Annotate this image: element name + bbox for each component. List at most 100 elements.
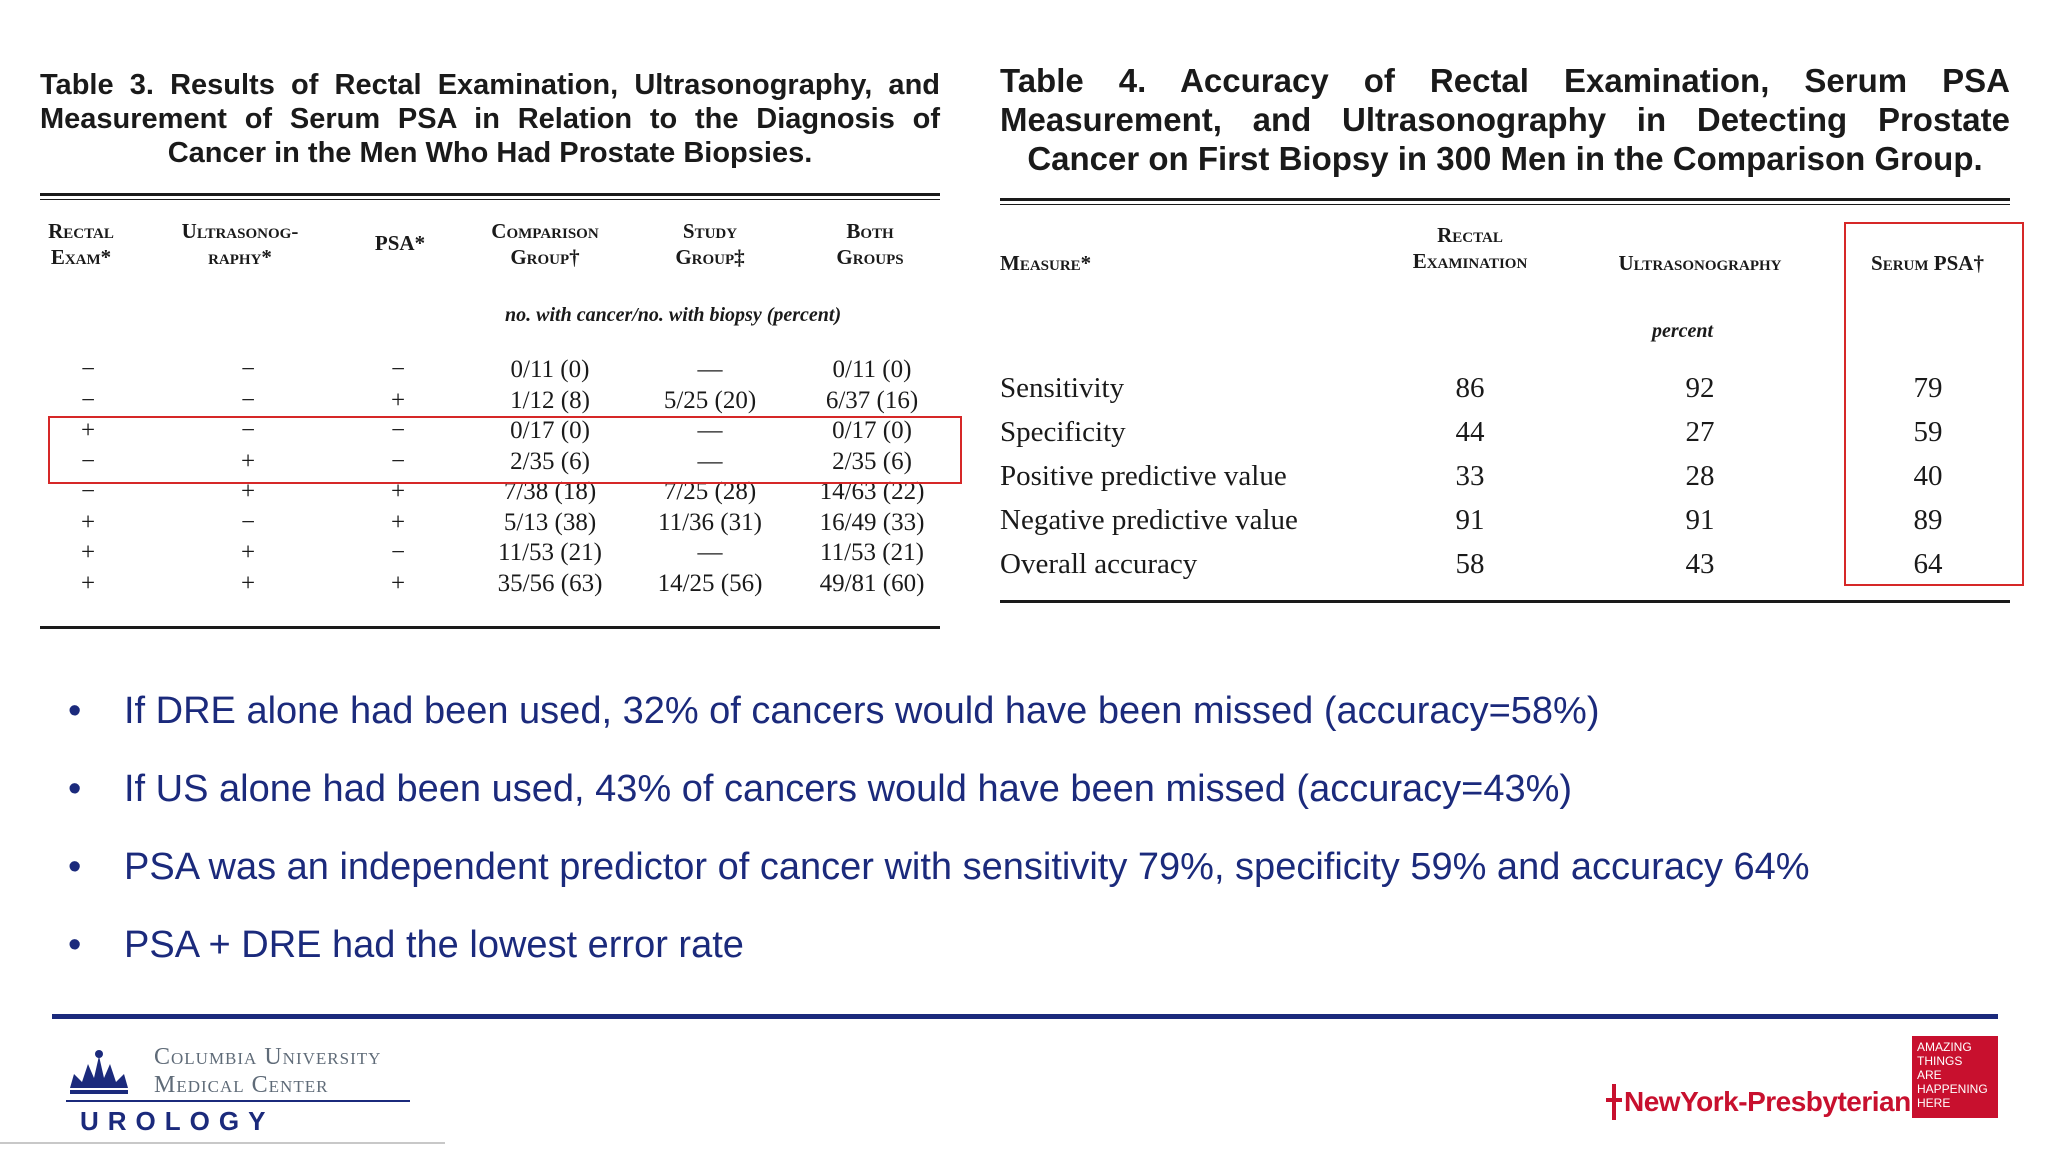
t3-header-study-group: Study Group‡ xyxy=(675,219,745,270)
t4-cell: 92 xyxy=(1685,372,1715,404)
t3-cell: − xyxy=(390,417,406,444)
bullet-text: If DRE alone had been used, 32% of cance… xyxy=(124,690,1600,732)
t3-cell: 5/25 (20) xyxy=(663,386,757,414)
t4-cell: 89 xyxy=(1913,504,1943,536)
bullet-dot: • xyxy=(68,924,82,966)
t3-cell: 2/35 (6) xyxy=(510,447,590,475)
t4-cell: 27 xyxy=(1685,416,1715,448)
t3-cell: + xyxy=(80,417,96,444)
table-4-psa-highlight-box xyxy=(1844,222,2024,586)
table-3-caption: Table 3. Results of Rectal Examination, … xyxy=(40,69,940,170)
bullet-text: If US alone had been used, 43% of cancer… xyxy=(124,768,1573,810)
t3-unit-note: no. with cancer/no. with biopsy (percent… xyxy=(505,304,842,326)
t4-measure-label: Overall accuracy xyxy=(1000,548,1198,580)
t3-cell: − xyxy=(390,356,406,383)
medical-center-text: Medical Center xyxy=(154,1072,329,1098)
t4-cell: 59 xyxy=(1913,416,1943,448)
nyp-logo: NewYork-Presbyterian AMAZING THINGS ARE … xyxy=(1606,1036,2006,1136)
t3-cell: + xyxy=(240,539,256,566)
t4-measure-label: Negative predictive value xyxy=(1000,504,1298,536)
t3-cell: + xyxy=(240,447,256,475)
nyp-badge: AMAZING THINGS ARE HAPPENING HERE xyxy=(1912,1036,1998,1118)
table-3-top-rule-thin xyxy=(40,199,940,200)
t3-cell: — xyxy=(697,539,723,566)
t4-cell: 91 xyxy=(1455,504,1485,536)
t3-header-comparison-group: Comparison Group† xyxy=(491,219,599,270)
columbia-logo: Columbia University Medical Center xyxy=(64,1036,464,1136)
t3-header-psa: PSA* xyxy=(374,231,426,255)
columbia-university-text: Columbia University xyxy=(154,1044,382,1070)
t3-cell: − xyxy=(240,417,256,444)
nyp-badge-line: THINGS xyxy=(1917,1054,1963,1068)
bullet-item: • If US alone had been used, 43% of cance… xyxy=(68,768,1572,811)
t3-cell: − xyxy=(240,508,256,536)
bullet-text: PSA + DRE had the lowest error rate xyxy=(124,924,744,966)
t3-cell: − xyxy=(240,356,256,383)
crown-icon xyxy=(70,1050,128,1094)
nyp-badge-line: HERE xyxy=(1917,1096,1951,1110)
t3-cell: 49/81 (60) xyxy=(819,569,925,597)
t3-cell: − xyxy=(80,386,96,414)
t4-measure-label: Sensitivity xyxy=(1000,372,1125,404)
t4-cell: 58 xyxy=(1455,548,1485,580)
t3-cell: − xyxy=(240,386,256,414)
t3-cell: 5/13 (38) xyxy=(503,508,597,536)
t3-cell: + xyxy=(80,539,96,566)
bullet-text: PSA was an independent predictor of canc… xyxy=(124,846,1810,888)
bullet-item: • PSA + DRE had the lowest error rate xyxy=(68,924,744,967)
bullet-dot: • xyxy=(68,846,82,888)
t3-cell: − xyxy=(390,447,406,475)
t3-cell: + xyxy=(240,478,256,505)
t4-cell: 86 xyxy=(1455,372,1485,404)
t3-cell: — xyxy=(697,447,723,475)
t4-cell: 91 xyxy=(1685,504,1715,536)
table-4: Table 4. Accuracy of Rectal Examination,… xyxy=(1000,62,2010,622)
nyp-mark-icon xyxy=(1606,1084,1622,1120)
t4-header-serum-psa: Serum PSA† xyxy=(1871,251,1984,275)
columbia-divider xyxy=(66,1100,410,1102)
t3-header-ultrasonography: Ultrasonog- raphy* xyxy=(181,219,299,270)
t3-cell: 11/53 (21) xyxy=(820,539,924,566)
t4-cell: 40 xyxy=(1913,460,1943,492)
t3-cell: + xyxy=(80,508,96,536)
t3-cell: 0/11 (0) xyxy=(510,356,590,383)
bullet-item: • PSA was an independent predictor of can… xyxy=(68,846,1810,889)
t3-cell: 6/37 (16) xyxy=(825,386,919,414)
footer-divider xyxy=(52,1014,1998,1019)
table-3-highlight-box xyxy=(48,416,962,484)
bullet-dot: • xyxy=(68,690,82,732)
t4-cell: 64 xyxy=(1913,548,1943,580)
t4-cell: 28 xyxy=(1685,460,1715,492)
t3-cell: 0/17 (0) xyxy=(832,417,912,444)
t3-cell: + xyxy=(390,508,406,536)
t4-cell: 79 xyxy=(1913,372,1943,404)
t4-header-ultrasonography: Ultrasonography xyxy=(1618,251,1782,275)
t4-header-rectal-examination: Rectal Examination xyxy=(1412,223,1528,274)
t3-header-both-groups: Both Groups xyxy=(836,219,904,270)
t3-cell: 35/56 (63) xyxy=(497,569,603,597)
t3-header-rectal-exam: Rectal Exam* xyxy=(48,219,114,270)
t3-cell: + xyxy=(80,569,96,597)
t3-cell: + xyxy=(390,386,406,414)
table-3-top-rule xyxy=(40,193,940,196)
table-3-bottom-rule xyxy=(40,626,940,629)
t3-cell: − xyxy=(80,478,96,505)
urology-label: UROLOGY xyxy=(80,1106,275,1136)
t4-measure-label: Specificity xyxy=(1000,416,1126,448)
table-4-caption: Table 4. Accuracy of Rectal Examination,… xyxy=(1000,62,2010,177)
t3-cell: − xyxy=(390,539,406,566)
t3-cell: 0/17 (0) xyxy=(510,417,590,444)
t3-cell: 11/53 (21) xyxy=(498,539,602,566)
bullet-dot: • xyxy=(68,768,82,810)
table-3: Table 3. Results of Rectal Examination, … xyxy=(40,68,940,629)
nyp-badge-line: ARE xyxy=(1917,1068,1942,1082)
t4-unit-note: percent xyxy=(1652,320,1714,342)
table-4-top-rule xyxy=(1000,198,2010,201)
nyp-wordmark: NewYork-Presbyterian xyxy=(1624,1086,1911,1117)
table-4-top-rule-thin xyxy=(1000,204,2010,205)
t3-cell: + xyxy=(240,569,256,597)
t3-cell: 16/49 (33) xyxy=(819,508,925,536)
table-4-bottom-rule xyxy=(1000,600,2010,603)
t3-cell: 2/35 (6) xyxy=(832,447,912,475)
t3-cell: + xyxy=(390,569,406,597)
